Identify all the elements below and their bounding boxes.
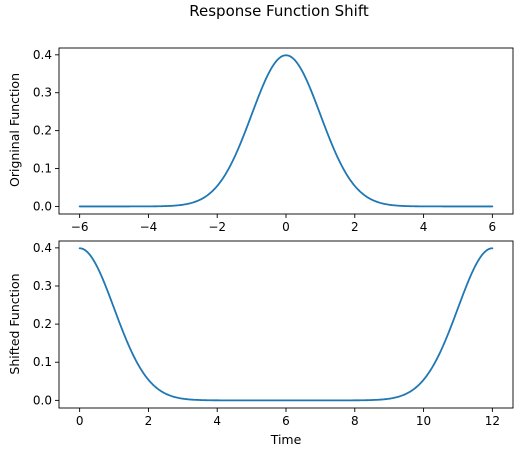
x-tick-label: 0 bbox=[282, 220, 290, 234]
y-tick-label: 0.3 bbox=[33, 86, 52, 100]
x-tick-label: 4 bbox=[213, 414, 221, 428]
subplot-original: Origninal Function −6 −4 −2 0 2 4 6 0.0 0.1 0.2 0.… bbox=[7, 47, 514, 234]
x-tick-label: 6 bbox=[489, 220, 497, 234]
y-tick-label: 0.0 bbox=[33, 199, 52, 213]
x-tick-label: −6 bbox=[71, 220, 89, 234]
y-tick-label: 0.1 bbox=[33, 162, 52, 176]
x-tick-label: 8 bbox=[351, 414, 359, 428]
axes-frame-1 bbox=[58, 240, 514, 409]
y-tick-label: 0.0 bbox=[33, 393, 52, 407]
y-tick-label: 0.1 bbox=[33, 355, 52, 369]
x-tick-label: 2 bbox=[351, 220, 359, 234]
chart-title: Response Function Shift bbox=[189, 2, 369, 20]
x-tick-label: 10 bbox=[416, 414, 431, 428]
subplot-shifted: Shifted Function Time 0 2 4 6 8 10 12 0.0 0.1 0.2… bbox=[7, 240, 514, 447]
ylabel-shifted: Shifted Function bbox=[7, 273, 22, 374]
x-tick-label: 6 bbox=[282, 414, 290, 428]
y-tick-label: 0.4 bbox=[33, 48, 52, 62]
x-tick-label: −4 bbox=[140, 220, 158, 234]
y-tick-label: 0.2 bbox=[33, 124, 52, 138]
y-tick-label: 0.2 bbox=[33, 317, 52, 331]
ylabel-original: Origninal Function bbox=[7, 73, 22, 187]
y-tick-label: 0.3 bbox=[33, 279, 52, 293]
x-tick-label: 0 bbox=[76, 414, 84, 428]
x-tick-label: 2 bbox=[145, 414, 153, 428]
series-line-1 bbox=[78, 247, 494, 402]
x-tick-label: −2 bbox=[208, 220, 226, 234]
x-tick-label: 12 bbox=[485, 414, 500, 428]
xlabel-time: Time bbox=[270, 432, 302, 447]
y-tick-label: 0.4 bbox=[33, 241, 52, 255]
axes-frame-0 bbox=[58, 47, 514, 215]
x-tick-label: 4 bbox=[420, 220, 428, 234]
series-line-0 bbox=[78, 54, 494, 208]
